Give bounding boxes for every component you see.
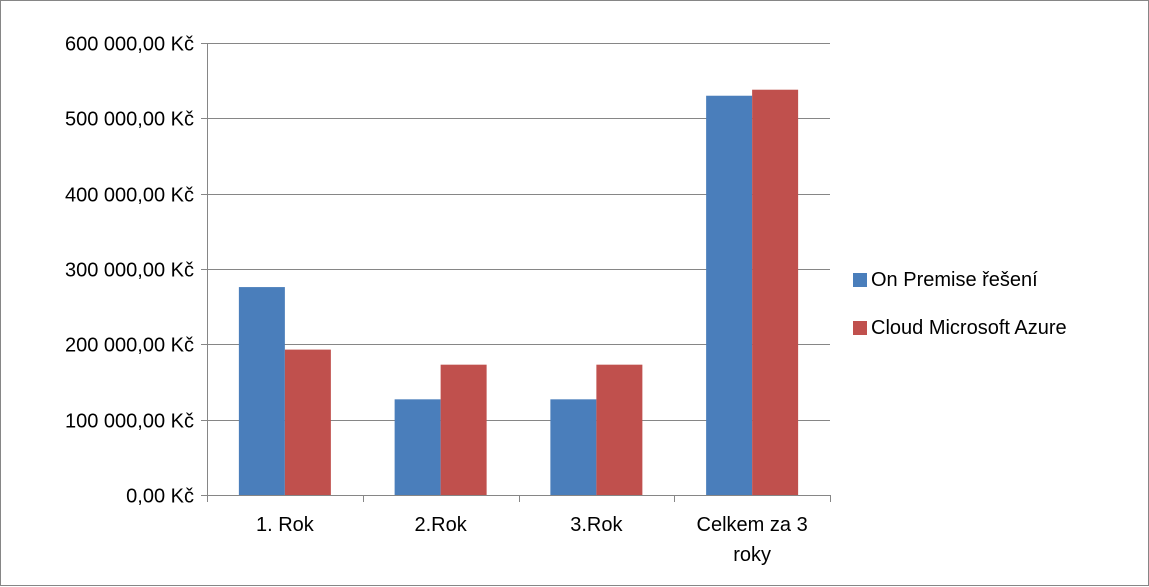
y-tick-label: 200 000,00 Kč (65, 335, 194, 357)
bars (238, 89, 799, 495)
legend-swatch-1 (853, 321, 867, 335)
bar-on-premise-0 (238, 287, 285, 495)
legend-label-0: On Premise řešení (871, 269, 1038, 291)
x-axis-category-labels: 1. Rok 2.Rok 3.Rok Celkem za 3 roky (256, 514, 808, 566)
y-axis-tick-labels: 0,00 Kč 100 000,00 Kč 200 000,00 Kč 300 000… (65, 34, 194, 508)
x-category-label: 1. Rok (256, 514, 315, 536)
y-tick-label: 100 000,00 Kč (65, 411, 194, 433)
y-tick-label: 600 000,00 Kč (65, 34, 194, 56)
bar-cloud-azure-0 (284, 349, 331, 495)
bar-on-premise-2 (550, 399, 597, 495)
bar-on-premise-1 (394, 399, 441, 495)
legend: On Premise řešení Cloud Microsoft Azure (853, 269, 1067, 339)
x-category-label: 3.Rok (570, 514, 623, 536)
legend-swatch-0 (853, 273, 867, 287)
bar-cloud-azure-2 (596, 364, 643, 495)
axes (201, 43, 831, 502)
x-category-label: 2.Rok (415, 514, 468, 536)
y-tick-label: 500 000,00 Kč (65, 109, 194, 131)
x-category-label: Celkem za 3 roky (697, 514, 808, 566)
bar-cloud-azure-3 (752, 89, 799, 495)
legend-label-1: Cloud Microsoft Azure (871, 317, 1067, 339)
y-tick-label: 300 000,00 Kč (65, 260, 194, 282)
y-tick-label: 0,00 Kč (126, 486, 194, 508)
bar-cloud-azure-1 (440, 364, 487, 495)
y-tick-label: 400 000,00 Kč (65, 185, 194, 207)
bar-on-premise-3 (706, 95, 753, 495)
